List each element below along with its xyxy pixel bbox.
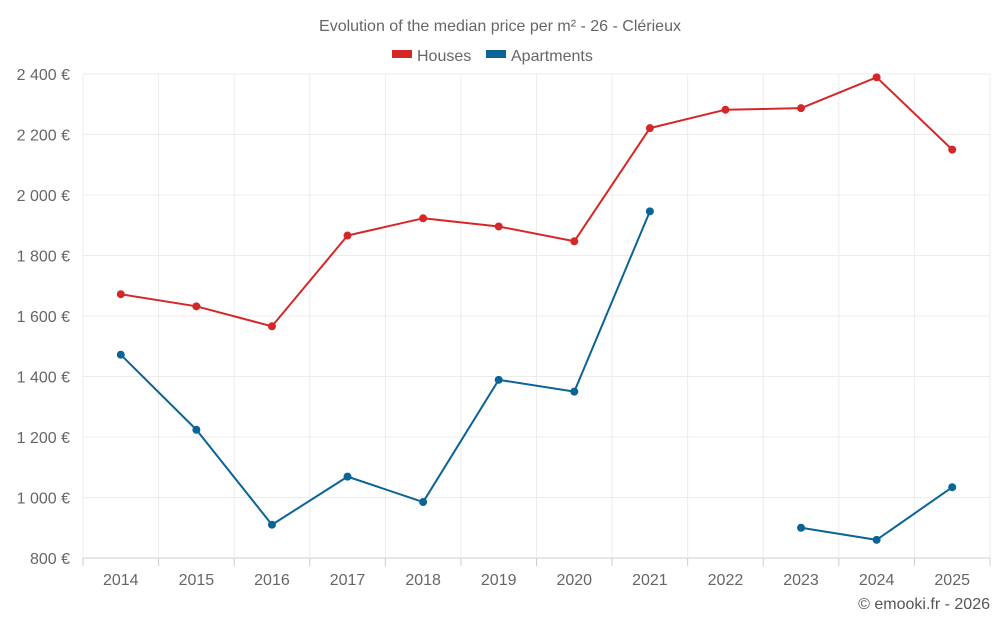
- x-tick-label: 2018: [405, 572, 441, 589]
- data-point[interactable]: [419, 214, 428, 223]
- data-point[interactable]: [797, 523, 806, 532]
- data-point[interactable]: [419, 498, 428, 507]
- y-tick-label: 2 200 €: [17, 128, 70, 145]
- data-point[interactable]: [267, 520, 276, 529]
- y-tick-label: 2 400 €: [17, 67, 70, 84]
- series-line: [800, 486, 953, 541]
- data-point[interactable]: [116, 290, 125, 299]
- series-line: [120, 76, 953, 328]
- legend: Houses Apartments: [392, 48, 593, 65]
- chart-title: Evolution of the median price per m² - 2…: [319, 18, 681, 35]
- data-point[interactable]: [267, 322, 276, 331]
- data-point[interactable]: [494, 222, 503, 231]
- data-point[interactable]: [116, 350, 125, 359]
- data-point[interactable]: [645, 207, 654, 216]
- x-tick-label: 2016: [254, 572, 290, 589]
- y-tick-label: 1 600 €: [17, 309, 70, 326]
- series-houses: [116, 73, 957, 331]
- data-point[interactable]: [192, 425, 201, 434]
- x-tick-label: 2017: [330, 572, 366, 589]
- data-point[interactable]: [948, 483, 957, 492]
- data-point[interactable]: [343, 472, 352, 481]
- y-tick-label: 1 400 €: [17, 370, 70, 387]
- data-point[interactable]: [570, 237, 579, 246]
- y-tick-label: 1 000 €: [17, 491, 70, 508]
- x-tick-label: 2021: [632, 572, 668, 589]
- legend-label[interactable]: Apartments: [511, 48, 593, 65]
- x-tick-label: 2020: [556, 572, 592, 589]
- x-tick-label: 2024: [859, 572, 895, 589]
- x-tick-label: 2025: [934, 572, 970, 589]
- gridlines: [82, 73, 991, 559]
- x-axis: 2014 2015 2016 2017 2018 2019 2020 2021 2022 2023…: [82, 558, 991, 589]
- data-point[interactable]: [721, 105, 730, 114]
- y-tick-label: 1 200 €: [17, 430, 70, 447]
- y-tick-label: 2 000 €: [17, 188, 70, 205]
- series-layer: [116, 73, 957, 544]
- data-point[interactable]: [343, 231, 352, 240]
- data-point[interactable]: [872, 535, 881, 544]
- x-tick-label: 2022: [708, 572, 744, 589]
- copyright-text: © emooki.fr - 2026: [858, 596, 990, 613]
- legend-label[interactable]: Houses: [417, 48, 471, 65]
- data-point[interactable]: [797, 104, 806, 113]
- legend-swatch: [392, 50, 412, 58]
- y-tick-label: 1 800 €: [17, 249, 70, 266]
- y-axis: 800 € 1 000 € 1 200 € 1 400 € 1 600 € 1 800 €…: [17, 67, 70, 568]
- x-tick-label: 2015: [179, 572, 215, 589]
- data-point[interactable]: [872, 73, 881, 82]
- data-point[interactable]: [494, 375, 503, 384]
- data-point[interactable]: [570, 387, 579, 396]
- y-tick-label: 800 €: [30, 551, 70, 568]
- series-line: [120, 210, 651, 526]
- x-tick-label: 2014: [103, 572, 139, 589]
- data-point[interactable]: [645, 124, 654, 133]
- x-tick-label: 2023: [783, 572, 819, 589]
- x-tick-label: 2019: [481, 572, 517, 589]
- data-point[interactable]: [192, 302, 201, 311]
- series-apartments: [116, 207, 957, 544]
- legend-swatch: [486, 50, 506, 58]
- data-point[interactable]: [948, 145, 957, 154]
